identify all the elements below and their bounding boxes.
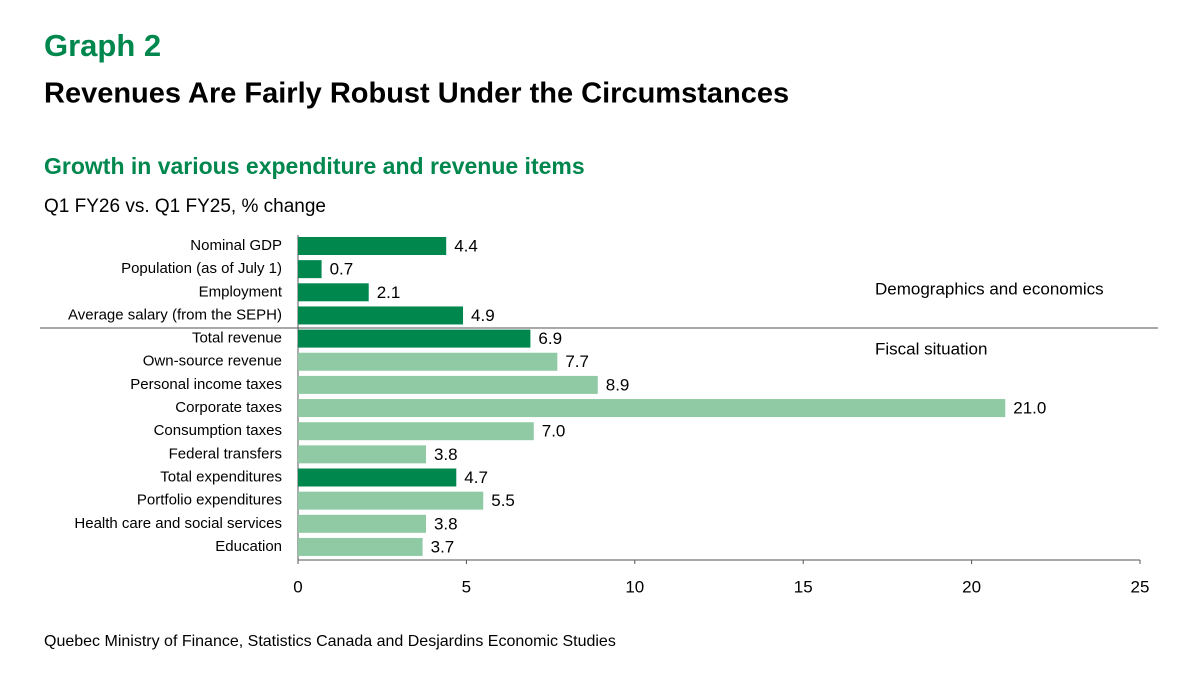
y-tick-label: Nominal GDP	[190, 237, 282, 254]
bar	[298, 237, 447, 255]
bar	[298, 445, 426, 464]
value-label: 8.9	[606, 375, 630, 394]
y-tick-label: Portfolio expenditures	[137, 492, 282, 509]
bar	[298, 329, 531, 348]
y-tick-label: Population (as of July 1)	[121, 260, 282, 277]
chart-subtitle: Q1 FY26 vs. Q1 FY25, % change	[44, 196, 326, 217]
value-label: 0.7	[330, 260, 354, 279]
annotation: Demographics and economics	[875, 279, 1104, 298]
bar	[298, 399, 1006, 418]
bar	[298, 283, 369, 302]
y-tick-label: Federal transfers	[169, 445, 282, 462]
value-label: 7.7	[565, 352, 589, 371]
x-tick-label: 25	[1131, 577, 1150, 596]
bar	[298, 514, 426, 533]
bar	[298, 375, 598, 394]
value-label: 5.5	[491, 491, 515, 510]
value-label: 7.0	[542, 422, 566, 441]
y-tick-label: Health care and social services	[74, 515, 282, 532]
y-tick-label: Employment	[199, 283, 283, 300]
value-label: 3.8	[434, 445, 458, 464]
bar	[298, 352, 558, 371]
x-tick-label: 10	[625, 577, 644, 596]
bar	[298, 468, 457, 487]
chart-title: Growth in various expenditure and revenu…	[44, 153, 585, 179]
y-tick-label: Total expenditures	[160, 468, 282, 485]
bar	[298, 260, 322, 279]
bar	[298, 422, 534, 441]
x-tick-label: 15	[794, 577, 813, 596]
value-label: 3.8	[434, 514, 458, 533]
y-tick-label: Own-source revenue	[143, 353, 282, 370]
graph-label: Graph 2	[44, 28, 161, 63]
x-tick-label: 5	[462, 577, 471, 596]
value-label: 3.7	[431, 537, 455, 556]
value-label: 6.9	[538, 329, 562, 348]
annotation: Fiscal situation	[875, 339, 987, 358]
x-tick-label: 20	[962, 577, 981, 596]
y-tick-label: Education	[215, 538, 282, 555]
y-tick-label: Total revenue	[192, 330, 282, 347]
y-tick-label: Average salary (from the SEPH)	[68, 306, 282, 323]
page-title: Revenues Are Fairly Robust Under the Cir…	[44, 78, 789, 110]
y-tick-label: Personal income taxes	[130, 376, 282, 393]
x-tick-label: 0	[293, 577, 302, 596]
value-label: 4.9	[471, 306, 495, 325]
value-label: 4.4	[454, 236, 478, 255]
value-label: 4.7	[464, 468, 488, 487]
source: Quebec Ministry of Finance, Statistics C…	[44, 633, 616, 650]
value-label: 2.1	[377, 283, 401, 302]
bar	[298, 537, 423, 556]
y-tick-label: Consumption taxes	[154, 422, 282, 439]
value-label: 21.0	[1013, 399, 1046, 418]
bar	[298, 491, 484, 510]
y-tick-label: Corporate taxes	[175, 399, 282, 416]
bar	[298, 306, 464, 325]
